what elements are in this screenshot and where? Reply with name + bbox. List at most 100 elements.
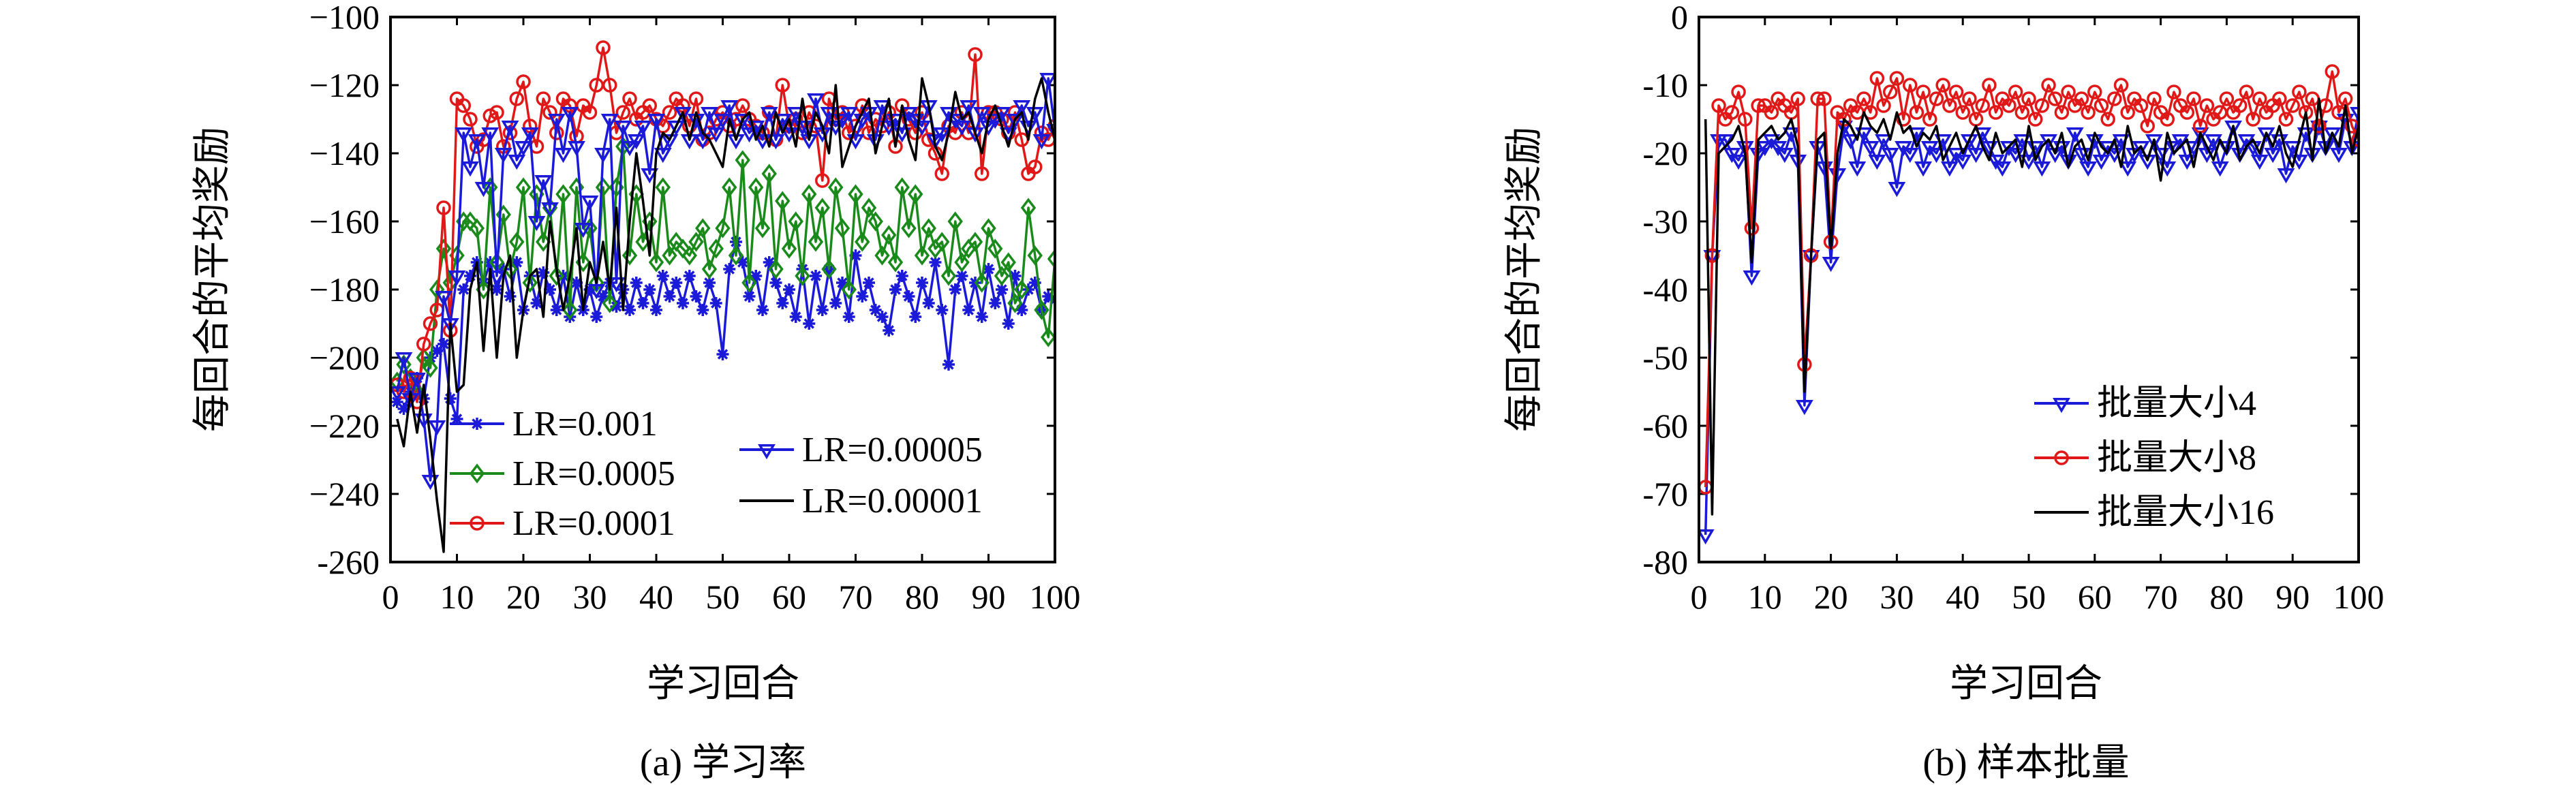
panel-a-series-4-point [395, 352, 413, 368]
panel-b-series-2-point [1903, 78, 1918, 93]
panel-a-series-3-point [602, 78, 617, 93]
panel-b-series-2-point [1988, 105, 2004, 120]
panel-a-series-1-point [936, 304, 949, 316]
panel-b-series-1-point [1736, 140, 1754, 157]
panel-a-series-4-point [554, 147, 572, 164]
panel-a-series-2-point [934, 232, 950, 252]
panel-b: 每回合的平均奖励 0 10 20 30 40 50 60 70 80 90 100 0 -10 -20 -3… [1502, 0, 2385, 784]
panel-a-series-1-point [829, 297, 842, 309]
panel-a-series-5-line [396, 77, 1055, 553]
panel-b-series-1-point [1914, 161, 1933, 177]
panel-a-series-2-point [974, 273, 990, 293]
panel-a-series-2-point [1007, 293, 1023, 313]
panel-b-xtick-label: 50 [2012, 578, 2046, 616]
panel-b-series-1-point [2257, 127, 2275, 143]
panel-b-series-2-point [2074, 91, 2089, 106]
panel-a-series-4-point [461, 161, 479, 177]
panel-a-series-2-point [482, 177, 498, 198]
panel-a-series-2-point [994, 266, 1010, 286]
panel-a-series-1-point [444, 392, 457, 405]
panel-a-series-4-point [435, 290, 453, 307]
panel-a-series-1-point [683, 270, 696, 282]
panel-a-series-4-point [1046, 123, 1055, 140]
panel-a-series-2-point [562, 300, 578, 320]
panel-b-series-2-point [2186, 91, 2201, 106]
panel-a-series-1-point [776, 297, 789, 309]
panel-a-series-4-point [467, 134, 486, 150]
panel-a-series-2-point [728, 245, 744, 266]
panel-a-series-1-point [417, 392, 430, 405]
panel-b-series-2-point [2047, 91, 2063, 106]
panel-a-series-1-point [624, 304, 636, 316]
panel-a-ytick-label: −200 [309, 339, 380, 377]
panel-b-series-2-point [1738, 112, 1753, 127]
panel-b-series-2-point [2140, 119, 2155, 134]
panel-a-series-4-point [621, 140, 639, 157]
panel-a-series-4-point [641, 168, 659, 184]
panel-b-series-1-point [1841, 134, 1860, 150]
panel-a-series-1-point [723, 263, 736, 275]
panel-a-series-1-point [736, 256, 749, 268]
panel-a-series-2-point [595, 177, 611, 198]
panel-a-series-2-point [981, 218, 996, 238]
panel-a-series-4-point [733, 113, 752, 129]
panel-a-series-2-point [555, 184, 571, 204]
panel-b-series-2-point [2021, 91, 2036, 106]
panel-a-series-4-point [547, 113, 566, 129]
panel-a-series-1-point [630, 277, 643, 289]
panel-b-ytick-label: -10 [1642, 66, 1688, 104]
panel-a-series-2-point [688, 232, 704, 252]
panel-b-series-1-point [2079, 161, 2098, 177]
panel-a-series-group [390, 40, 1055, 553]
panel-a-series-2-point [662, 245, 677, 266]
panel-a-series-4-point [600, 113, 619, 129]
panel-a-series-2-point [861, 198, 877, 218]
panel-a-series-2-point [834, 218, 850, 238]
panel-b-series-2-point [2120, 105, 2135, 120]
panel-b-series-1-point [2323, 127, 2342, 143]
panel-b-series-1-point [2191, 127, 2209, 143]
panel-b-series-2-point [2002, 98, 2017, 113]
panel-a-series-1-point [895, 270, 908, 282]
panel-a-series-3-point [642, 98, 657, 113]
panel-a-series-1-point [909, 311, 922, 323]
panel-a-series-4-point [754, 134, 771, 150]
panel-b-ytick-label: -50 [1642, 339, 1688, 377]
panel-b-series-1-point [2350, 106, 2359, 123]
panel-a-series-1-point [810, 270, 822, 282]
panel-b-series-2-point [2325, 64, 2340, 79]
panel-a-series-1-point [643, 283, 656, 296]
panel-b-series-2-point [2278, 112, 2294, 127]
panel-b-series-2-point [2292, 84, 2307, 99]
panel-a-series-3-point [934, 166, 949, 181]
panel-b-series-2-line [1704, 70, 2359, 488]
panel-b-ytick-label: -30 [1642, 202, 1688, 240]
panel-b-series-2-point [2239, 84, 2254, 99]
panel-b-series-2-point [2014, 105, 2030, 120]
panel-a-series-2-point [1000, 252, 1016, 273]
panel-b-series-2-point [2147, 91, 2162, 106]
panel-a-series-1-point [504, 290, 517, 302]
panel-a-series-4-point [727, 134, 745, 150]
panel-b-xtick-label: 90 [2275, 578, 2310, 616]
panel-b-series-2-point [2054, 105, 2070, 120]
panel-a-series-4-point [767, 134, 785, 150]
panel-a-ytick-label: −240 [309, 475, 380, 513]
panel-a-series-1-point [656, 270, 669, 282]
panel-a-legend-marker [469, 463, 485, 484]
panel-a-series-1-point [949, 283, 962, 296]
panel-a-series-1-point [842, 311, 855, 323]
panel-b-series-2-point [2061, 84, 2076, 99]
panel-a-series-4-point [740, 127, 758, 143]
panel-a-series-1-point [530, 297, 543, 309]
panel-a-series-1-point [942, 358, 955, 371]
panel-a-series-1-point [769, 277, 782, 289]
panel-a-series-4-point [647, 113, 665, 129]
panel-b-xtick-label: 80 [2209, 578, 2243, 616]
panel-a-series-3-point [1028, 159, 1043, 174]
panel-a-series-4-point [441, 317, 459, 334]
panel-a-series-1-point [438, 338, 450, 350]
panel-a-series-4-point [568, 140, 585, 157]
panel-b-series-2-point [2041, 78, 2056, 93]
panel-a-ytick-label: −120 [309, 66, 380, 104]
